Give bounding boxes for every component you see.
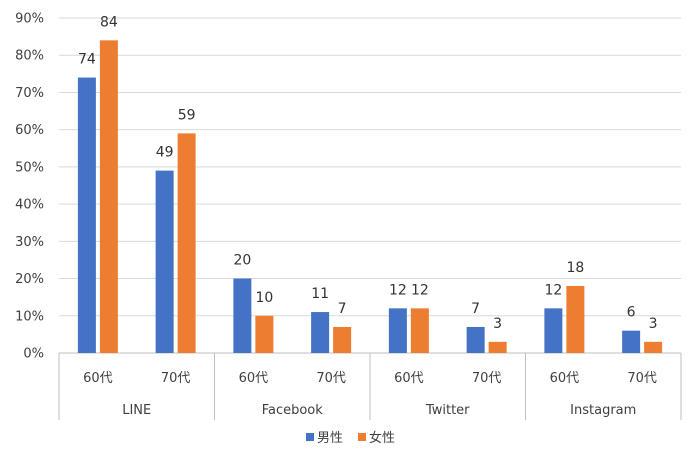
y-tick-label: 40% (15, 198, 44, 213)
bar (311, 312, 330, 353)
y-tick-label: 50% (15, 160, 44, 175)
data-label: 3 (493, 316, 502, 332)
legend-swatch (358, 433, 366, 441)
bar (488, 341, 507, 353)
y-tick-label: 0% (23, 347, 44, 362)
data-label: 12 (411, 282, 429, 298)
group-label: Twitter (425, 403, 470, 418)
x-tick-label: 70代 (161, 371, 191, 386)
data-label: 12 (389, 282, 407, 298)
x-tick-label: 70代 (316, 371, 346, 386)
bar (77, 77, 96, 354)
bar (333, 326, 352, 353)
y-tick-label: 20% (15, 272, 44, 287)
x-tick-label: 60代 (83, 371, 113, 386)
data-label: 49 (156, 145, 174, 161)
bar (155, 170, 174, 353)
bar (255, 315, 274, 353)
y-tick-label: 10% (15, 309, 44, 324)
bar (233, 278, 252, 353)
legend-label: 男性 (317, 431, 343, 446)
bar (388, 308, 407, 353)
data-label: 20 (233, 253, 251, 269)
bar (644, 341, 663, 353)
y-tick-label: 70% (15, 86, 44, 101)
data-label: 12 (544, 282, 562, 298)
x-tick-label: 70代 (627, 371, 657, 386)
x-tick-label: 60代 (394, 371, 424, 386)
data-label: 11 (311, 286, 329, 302)
data-label: 84 (100, 14, 118, 30)
bar (566, 286, 585, 353)
y-tick-label: 80% (15, 49, 44, 64)
data-label: 18 (566, 260, 584, 276)
bar (544, 308, 563, 353)
bar (466, 326, 485, 353)
x-tick-label: 60代 (239, 371, 269, 386)
x-tick-label: 60代 (550, 371, 580, 386)
data-label: 74 (78, 52, 96, 68)
data-label: 7 (338, 301, 347, 317)
group-label: Facebook (262, 403, 324, 418)
y-tick-label: 60% (15, 123, 44, 138)
x-tick-label: 70代 (472, 371, 502, 386)
legend-swatch (306, 433, 314, 441)
bar (177, 133, 196, 353)
y-tick-label: 30% (15, 235, 44, 250)
bar (622, 330, 641, 353)
data-label: 10 (255, 290, 273, 306)
data-label: 7 (471, 301, 480, 317)
group-label: LINE (122, 403, 151, 418)
legend-label: 女性 (369, 430, 395, 446)
data-label: 6 (627, 305, 636, 321)
group-label: Instagram (570, 403, 636, 418)
data-label: 59 (178, 107, 196, 123)
bar (99, 40, 118, 353)
data-label: 3 (649, 316, 658, 332)
bar (410, 308, 429, 353)
y-tick-label: 90% (15, 12, 44, 27)
